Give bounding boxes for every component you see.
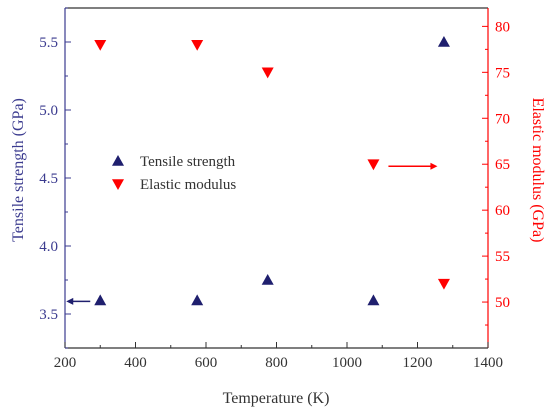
y-tick-label-left: 4.0 [39, 239, 58, 255]
y-tick-label-right: 55 [495, 249, 510, 265]
legend-elastic-modulus-marker [112, 179, 124, 190]
tick-labels: 200 400 600 800 1000 1200 1400 3.5 4.0 4.5 5.0 5.5 5… [39, 19, 510, 371]
elastic-modulus-point [191, 39, 204, 51]
legend-tensile-strength-label: Tensile strength [140, 154, 236, 170]
legend-elastic-modulus-label: Elastic modulus [140, 177, 236, 193]
tensile-strength-point [367, 294, 380, 306]
y-tick-label-right: 65 [495, 157, 510, 173]
data-marks [94, 36, 450, 306]
legend-tensile-strength-marker [112, 155, 124, 166]
x-tick-label: 600 [195, 355, 218, 371]
elastic-modulus-arrowhead [430, 162, 438, 170]
y-tick-label-left: 5.5 [39, 35, 58, 51]
x-tick-label: 1200 [403, 355, 433, 371]
tensile-strength-arrowhead [66, 297, 74, 305]
y-tick-label-right: 70 [495, 111, 510, 127]
elastic-modulus-point [437, 278, 450, 290]
elastic-modulus-point [94, 39, 107, 51]
x-axis-title: Temperature (K) [223, 390, 330, 407]
tensile-strength-point [191, 294, 204, 306]
y-tick-label-left: 4.5 [39, 171, 58, 187]
axes [64, 7, 489, 349]
axis-indicator-arrows [66, 162, 438, 305]
x-tick-label: 1000 [332, 355, 362, 371]
tensile-strength-point [261, 274, 274, 285]
y-tick-label-right: 60 [495, 203, 510, 219]
tensile-strength-point [94, 294, 107, 306]
y-tick-label-right: 75 [495, 65, 510, 81]
y-tick-label-right: 50 [495, 295, 510, 311]
y-tick-label-right: 80 [495, 19, 510, 35]
elastic-modulus-point [367, 159, 380, 171]
x-tick-label: 400 [124, 355, 147, 371]
x-tick-label: 800 [265, 355, 288, 371]
tensile-strength-point [437, 36, 450, 47]
elastic-modulus-point [261, 67, 274, 79]
x-tick-label: 200 [54, 355, 77, 371]
y-axis-right-title: Elastic modulus (GPa) [529, 98, 546, 243]
y-tick-label-left: 5.0 [39, 103, 58, 119]
x-tick-label: 1400 [473, 355, 503, 371]
ticks [64, 7, 489, 349]
legend: Tensile strength Elastic modulus [112, 154, 236, 193]
y-axis-left-title: Tensile strength (GPa) [10, 98, 27, 242]
y-tick-label-left: 3.5 [39, 307, 58, 323]
